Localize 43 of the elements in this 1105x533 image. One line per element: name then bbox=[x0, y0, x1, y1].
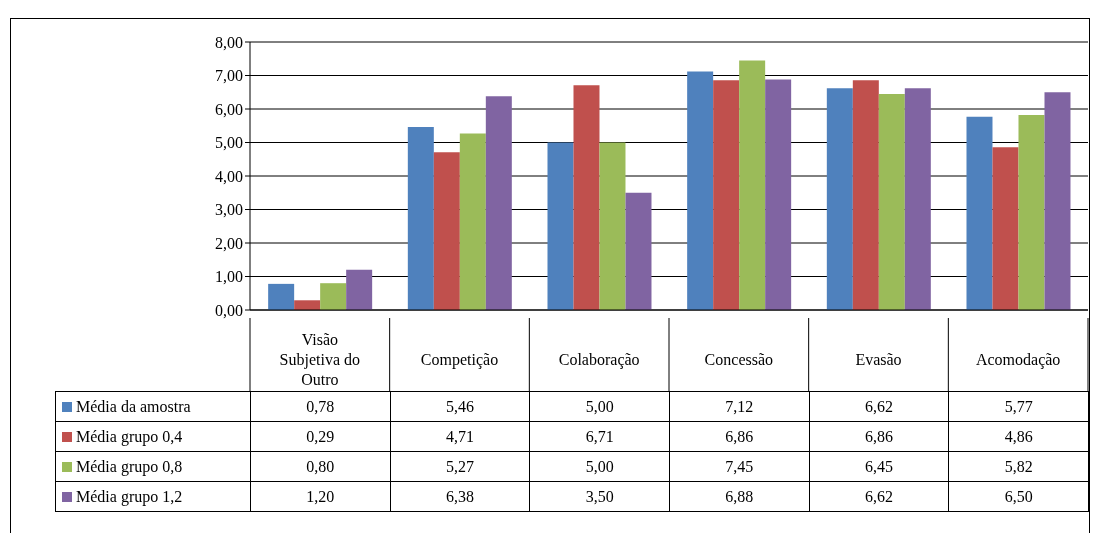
data-label: 7,45 bbox=[669, 451, 810, 482]
data-label: 6,45 bbox=[809, 451, 949, 482]
data-label: 6,62 bbox=[809, 481, 949, 512]
data-label: 6,50 bbox=[948, 481, 1089, 512]
data-label: 7,12 bbox=[669, 391, 810, 422]
data-label: 0,80 bbox=[250, 451, 391, 482]
x-tick-label: Evasão bbox=[855, 350, 902, 368]
data-label: 6,86 bbox=[809, 421, 949, 452]
data-label: 5,77 bbox=[948, 391, 1089, 422]
y-tick-label: 8,00 bbox=[215, 33, 243, 51]
data-label: 1,20 bbox=[250, 481, 391, 512]
x-tick-label: Colaboração bbox=[558, 350, 640, 369]
data-label: 5,27 bbox=[390, 451, 530, 482]
x-tick-label: Competição bbox=[420, 350, 499, 369]
data-label: 0,78 bbox=[250, 391, 391, 422]
y-tick-label: 6,00 bbox=[215, 100, 243, 118]
data-label: 6,38 bbox=[390, 481, 530, 512]
legend-label: Média grupo 0,4 bbox=[55, 421, 251, 452]
y-tick-label: 7,00 bbox=[215, 67, 243, 85]
data-label: 6,88 bbox=[669, 481, 810, 512]
y-tick-label: 5,00 bbox=[215, 134, 243, 152]
y-tick-label: 3,00 bbox=[215, 201, 243, 219]
y-tick-label: 1,00 bbox=[215, 268, 243, 286]
data-label: 0,29 bbox=[250, 421, 391, 452]
data-label: 5,00 bbox=[529, 451, 670, 482]
x-tick-label: Concessão bbox=[704, 350, 774, 368]
legend-label: Média da amostra bbox=[55, 391, 251, 422]
y-tick-label: 2,00 bbox=[215, 234, 243, 252]
legend-label: Média grupo 0,8 bbox=[55, 451, 251, 482]
x-tick-label: Acomodação bbox=[975, 350, 1061, 369]
data-label: 5,82 bbox=[948, 451, 1089, 482]
data-label: 6,62 bbox=[809, 391, 949, 422]
data-label: 5,00 bbox=[529, 391, 670, 422]
y-tick-label: 0,00 bbox=[215, 301, 243, 319]
data-label: 5,46 bbox=[390, 391, 530, 422]
legend-label: Média grupo 1,2 bbox=[55, 481, 251, 512]
data-label: 4,86 bbox=[948, 421, 1089, 452]
data-label: 6,86 bbox=[669, 421, 810, 452]
data-label: 4,71 bbox=[390, 421, 530, 452]
x-tick-label: Visão Subjetiva do Outro bbox=[279, 330, 361, 388]
data-label: 6,71 bbox=[529, 421, 670, 452]
data-label: 3,50 bbox=[529, 481, 670, 512]
y-tick-label: 4,00 bbox=[215, 167, 243, 185]
